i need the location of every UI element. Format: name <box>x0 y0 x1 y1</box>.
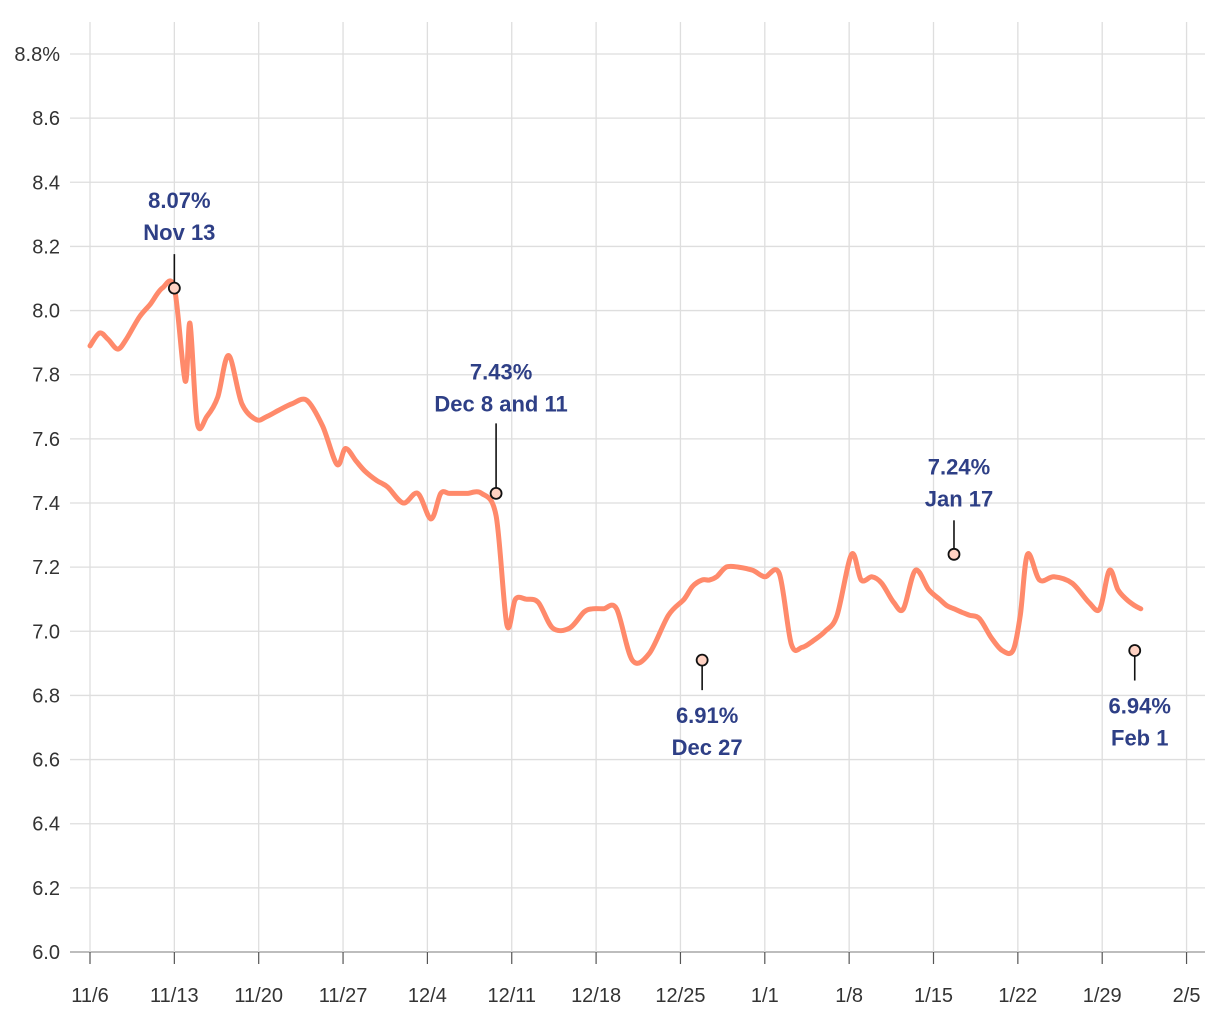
annotation-value-label: 6.94% <box>1109 694 1171 719</box>
x-tick-label: 12/4 <box>408 985 447 1007</box>
series-line <box>87 278 1144 666</box>
y-tick-label: 6.4 <box>32 814 60 836</box>
x-tick-label: 1/8 <box>835 985 863 1007</box>
y-tick-label: 6.8 <box>32 685 60 707</box>
y-tick-label: 8.0 <box>32 301 60 323</box>
annotation-value-label: 6.91% <box>676 703 738 728</box>
x-tick-label: 11/13 <box>150 985 199 1007</box>
y-tick-label: 7.8 <box>32 365 60 387</box>
x-tick-label: 11/27 <box>319 985 368 1007</box>
y-tick-label: 8.6 <box>32 108 60 130</box>
annotation-point <box>1128 644 1142 657</box>
y-tick-label: 8.2 <box>32 236 60 258</box>
y-tick-label: 7.0 <box>32 621 60 643</box>
annotation-date-label: Dec 8 and 11 <box>434 391 567 416</box>
x-tick-label: 1/1 <box>751 985 779 1007</box>
x-tick-label: 12/11 <box>487 985 536 1007</box>
x-tick-label: 1/22 <box>998 985 1037 1007</box>
x-tick-label: 1/29 <box>1083 985 1122 1007</box>
y-tick-label: 7.6 <box>32 429 60 451</box>
annotation-value-label: 7.43% <box>470 359 532 384</box>
y-tick-label: 6.2 <box>32 878 60 900</box>
annotation-date-label: Feb 1 <box>1111 726 1168 751</box>
y-tick-label: 8.4 <box>32 172 60 194</box>
annotation-value-label: 8.07% <box>148 188 210 213</box>
annotation-date-label: Dec 27 <box>672 735 743 760</box>
x-tick-label: 1/15 <box>914 985 953 1007</box>
x-tick-label: 2/5 <box>1173 985 1201 1007</box>
annotation-date-label: Nov 13 <box>143 220 215 245</box>
annotation-point <box>167 281 181 295</box>
x-tick-label: 11/6 <box>71 985 108 1007</box>
x-tick-label: 11/20 <box>234 985 283 1007</box>
axis-layer: 8.8% 8.6 8.4 8.2 8.0 7.8 7.6 7.4 7.2 7.0 6.8 6.6 6.4… <box>14 44 1200 1007</box>
y-tick-label: 6.0 <box>32 942 60 964</box>
grid-layer <box>70 22 1205 953</box>
annotation-point <box>489 486 503 500</box>
x-tick-label: 12/25 <box>655 985 705 1007</box>
annotation-date-label: Jan 17 <box>925 486 994 511</box>
y-tick-label: 6.6 <box>32 750 60 772</box>
annotation-value-label: 7.24% <box>928 454 990 479</box>
x-tick-label: 12/18 <box>571 985 621 1007</box>
y-tick-label: 7.4 <box>32 493 60 515</box>
annotation-point <box>947 547 961 561</box>
y-tick-label: 7.2 <box>32 557 60 579</box>
series-layer <box>87 278 1144 666</box>
annotation-point <box>695 653 709 667</box>
y-tick-label: 8.8% <box>14 44 60 66</box>
annotation-layer: 8.07% Nov 13 7.43% Dec 8 and 11 6.91% Dec 27 7… <box>143 188 1171 760</box>
